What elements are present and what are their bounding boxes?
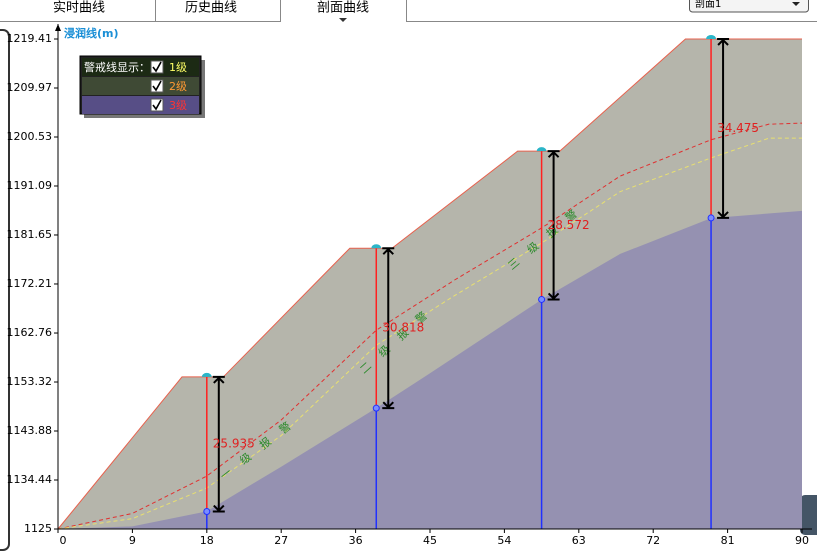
y-tick-label: 1162.76 xyxy=(7,326,53,339)
x-tick-label: 63 xyxy=(572,534,586,547)
bedrock xyxy=(58,210,802,529)
x-tick-label: 36 xyxy=(349,534,363,547)
x-tick-label: 18 xyxy=(200,534,214,547)
warning-line xyxy=(57,137,802,530)
y-tick-label: 1125 xyxy=(24,522,52,535)
water-level-dot xyxy=(372,404,380,412)
tab-active[interactable]: 剖面曲线 xyxy=(317,1,369,16)
depth-arrow xyxy=(382,247,395,410)
depth-arrow xyxy=(212,375,225,513)
side-panel xyxy=(0,29,10,551)
x-tick-label: 27 xyxy=(274,534,288,547)
y-tick-label: 1153.32 xyxy=(7,375,53,388)
water-level-dot xyxy=(203,508,211,516)
x-tick-label: 9 xyxy=(129,534,136,547)
plot: 一级报警二级报警三级报警25.93530.81828.57234.4751125… xyxy=(7,24,812,547)
x-tick-label: 72 xyxy=(646,534,660,547)
legend-row xyxy=(82,77,199,95)
well-cap xyxy=(371,244,382,249)
well-cap xyxy=(201,372,212,377)
water-level-dot xyxy=(538,295,546,303)
side-button[interactable] xyxy=(800,495,817,535)
legend-check xyxy=(152,61,162,73)
depth-label: 28.572 xyxy=(548,218,590,232)
legend-row xyxy=(82,96,199,114)
legend-label: 1级 xyxy=(169,61,187,74)
warning-line xyxy=(57,122,803,530)
legend-check xyxy=(152,99,162,111)
legend-check xyxy=(152,80,162,92)
tab-strip xyxy=(0,0,817,22)
x-tick-label: 54 xyxy=(497,534,511,547)
y-tick-label: 1191.09 xyxy=(7,179,53,192)
depth-label: 30.818 xyxy=(382,321,424,335)
water-level-dot xyxy=(707,214,715,222)
legend-title: 警戒线显示： xyxy=(84,60,150,74)
y-axis-arrow xyxy=(55,24,61,31)
dropdown[interactable] xyxy=(689,0,809,13)
depth-label: 34.475 xyxy=(717,121,759,135)
well-cap xyxy=(536,147,547,152)
y-tick-label: 1219.41 xyxy=(7,32,53,45)
y-tick-label: 1134.44 xyxy=(7,473,53,486)
legend-row xyxy=(82,58,199,76)
x-tick-label: 90 xyxy=(795,534,809,547)
x-tick-label: 45 xyxy=(423,534,437,547)
depth-label: 25.935 xyxy=(213,437,255,451)
tab[interactable]: 实时曲线 xyxy=(53,1,105,16)
y-tick-label: 1200.53 xyxy=(7,130,53,143)
depth-arrow xyxy=(547,150,560,301)
y-tick-label: 1209.97 xyxy=(7,81,53,94)
tab-pointer xyxy=(339,18,347,22)
depth-arrow xyxy=(717,38,730,219)
dropdown-arrow xyxy=(792,2,800,6)
y-axis-label: 浸润线(m) xyxy=(64,26,119,40)
y-tick-label: 1172.21 xyxy=(7,277,53,290)
tab[interactable]: 历史曲线 xyxy=(185,1,237,16)
x-tick-label: 81 xyxy=(721,534,735,547)
legend-label: 3级 xyxy=(169,99,187,112)
legend-label: 2级 xyxy=(169,80,187,93)
x-tick-label: 0 xyxy=(60,534,67,547)
y-tick-label: 1181.65 xyxy=(7,228,53,241)
well-cap xyxy=(706,35,717,39)
dropdown-value[interactable]: 剖面1 xyxy=(695,0,721,10)
y-tick-label: 1143.88 xyxy=(7,424,53,437)
legend: 1级 2级 3级 警戒线显示： xyxy=(79,55,205,118)
